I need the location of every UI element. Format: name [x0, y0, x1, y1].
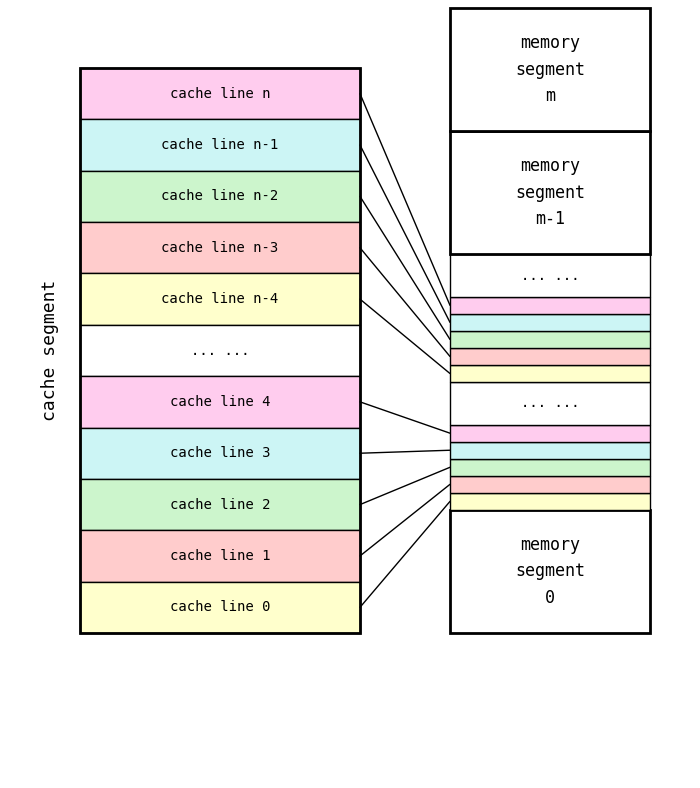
Bar	[80, 325, 360, 376]
Text: cache line n-1: cache line n-1	[162, 138, 279, 152]
Bar	[450, 510, 650, 633]
Bar	[80, 222, 360, 273]
Bar	[450, 459, 650, 476]
Text: cache segment: cache segment	[41, 280, 59, 422]
Text: memory
segment
0: memory segment 0	[515, 536, 585, 607]
Bar	[450, 314, 650, 331]
Bar	[80, 68, 360, 119]
Bar	[80, 273, 360, 325]
Text: ... ...: ... ...	[521, 396, 580, 411]
Bar	[80, 376, 360, 428]
Text: cache line 1: cache line 1	[169, 549, 270, 563]
Bar	[80, 428, 360, 479]
Text: cache line 4: cache line 4	[169, 395, 270, 409]
Bar	[450, 365, 650, 382]
Bar	[80, 119, 360, 171]
Bar	[450, 297, 650, 314]
Text: cache line n-4: cache line n-4	[162, 292, 279, 306]
Bar	[450, 492, 650, 510]
Bar	[450, 382, 650, 425]
Text: ... ...: ... ...	[190, 344, 249, 358]
Text: cache line 0: cache line 0	[169, 600, 270, 615]
Bar	[80, 479, 360, 530]
Bar	[80, 582, 360, 633]
Bar	[450, 331, 650, 348]
Bar	[80, 68, 360, 633]
Bar	[450, 348, 650, 365]
Text: cache line n-3: cache line n-3	[162, 241, 279, 255]
Text: cache line 2: cache line 2	[169, 497, 270, 511]
Text: ... ...: ... ...	[521, 269, 580, 283]
Bar	[450, 425, 650, 442]
Text: memory
segment
m: memory segment m	[515, 34, 585, 105]
Text: cache line n: cache line n	[169, 87, 270, 101]
Text: cache line n-2: cache line n-2	[162, 189, 279, 203]
Text: memory
segment
m-1: memory segment m-1	[515, 158, 585, 228]
Bar	[450, 8, 650, 131]
Bar	[80, 171, 360, 222]
Bar	[450, 255, 650, 297]
Bar	[450, 476, 650, 492]
Bar	[450, 131, 650, 255]
Bar	[450, 442, 650, 459]
Bar	[80, 530, 360, 582]
Text: cache line 3: cache line 3	[169, 446, 270, 460]
